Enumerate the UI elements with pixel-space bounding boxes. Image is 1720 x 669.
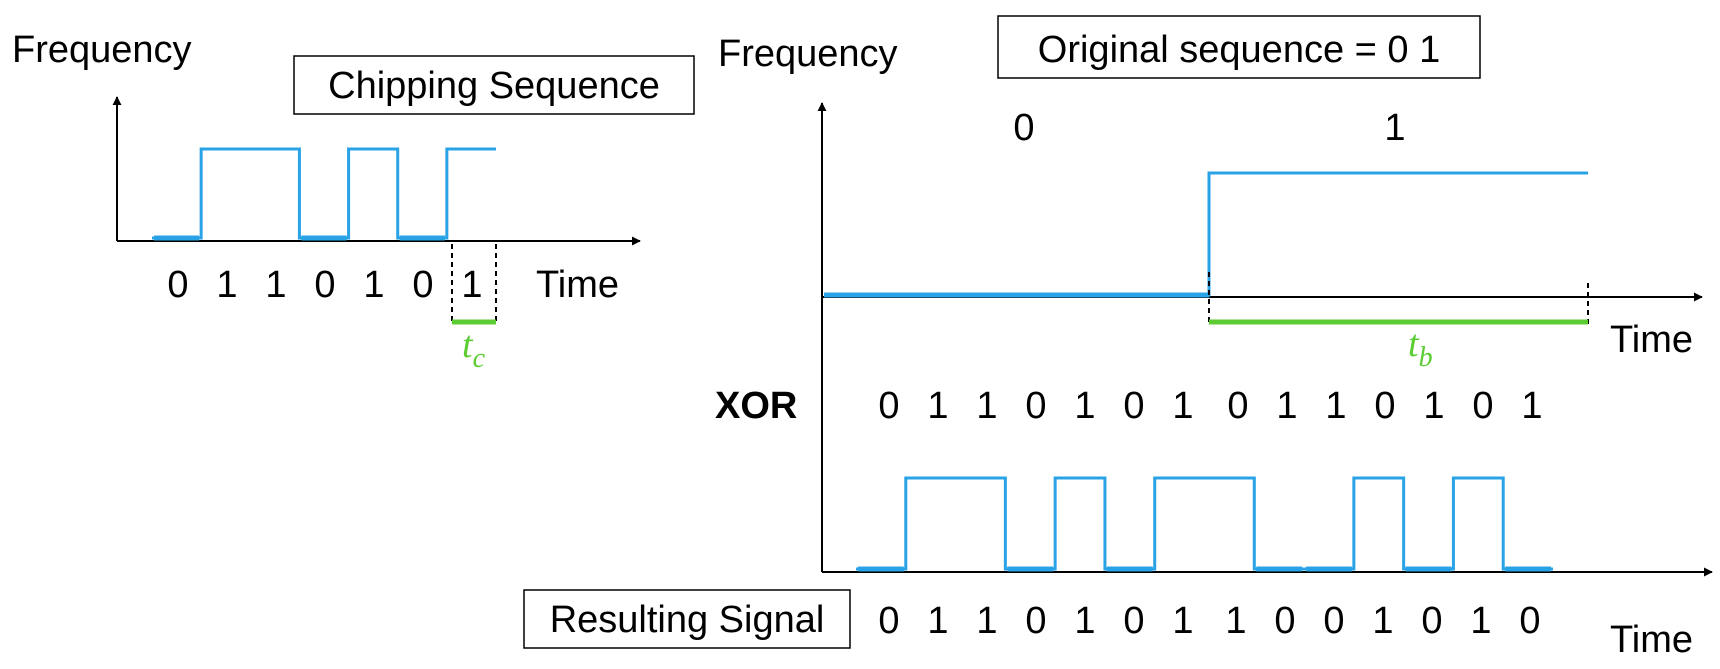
- xor-bit-label: 1: [1276, 385, 1297, 427]
- chip-bit-label: 0: [167, 264, 188, 306]
- xor-bit-label: 1: [1325, 385, 1346, 427]
- result-bit-label: 1: [1470, 600, 1491, 642]
- result-bit-label: 1: [1172, 600, 1193, 642]
- bit-duration-label: tb: [1408, 323, 1433, 373]
- xor-bit-label: 1: [1074, 385, 1095, 427]
- xor-bit-label: 0: [1025, 385, 1046, 427]
- original-bit-label: 1: [1384, 107, 1405, 149]
- chip-bit-label: 1: [461, 264, 482, 306]
- chip-bit-label: 0: [412, 264, 433, 306]
- result-bit-label: 1: [1074, 600, 1095, 642]
- result-signal-wave: [856, 476, 1553, 571]
- original-signal-wave: [824, 171, 1588, 297]
- result-bit-label: 0: [1519, 600, 1540, 642]
- xor-bit-label: 0: [878, 385, 899, 427]
- result-time-label: Time: [1610, 619, 1693, 661]
- xor-bit-label: 1: [1521, 385, 1542, 427]
- chipping-sequence-box: [293, 55, 695, 115]
- original-sequence-title: Original sequence = 0 1: [1038, 29, 1440, 71]
- result-bit-label: 1: [1372, 600, 1393, 642]
- resulting-signal-title: Resulting Signal: [550, 599, 825, 641]
- chip-bit-label: 1: [363, 264, 384, 306]
- xor-bit-label: 0: [1123, 385, 1144, 427]
- chip-bit-label: 0: [314, 264, 335, 306]
- xor-bit-label: 0: [1472, 385, 1493, 427]
- chipping-signal-wave: [152, 147, 496, 240]
- chip-duration-label: tc: [462, 324, 486, 374]
- original-bit-label: 0: [1013, 107, 1034, 149]
- original-frequency-label: Frequency: [718, 33, 898, 75]
- result-bit-label: 0: [1323, 600, 1344, 642]
- chipping-frequency-label: Frequency: [12, 29, 192, 71]
- original-sequence-box: [997, 15, 1481, 79]
- xor-bit-label: 1: [976, 385, 997, 427]
- result-bit-label: 1: [927, 600, 948, 642]
- xor-bit-label: 0: [1374, 385, 1395, 427]
- original-time-label: Time: [1610, 319, 1693, 361]
- result-bit-label: 0: [878, 600, 899, 642]
- result-bit-label: 1: [1225, 600, 1246, 642]
- result-bit-label: 1: [976, 600, 997, 642]
- result-bit-label: 0: [1123, 600, 1144, 642]
- xor-label: XOR: [715, 385, 797, 427]
- resulting-signal-box: [523, 589, 851, 649]
- chipping-time-label: Time: [536, 264, 619, 306]
- xor-bit-label: 0: [1227, 385, 1248, 427]
- result-bit-label: 0: [1274, 600, 1295, 642]
- xor-bit-label: 1: [927, 385, 948, 427]
- chip-bit-label: 1: [265, 264, 286, 306]
- chip-bit-label: 1: [216, 264, 237, 306]
- result-bit-label: 0: [1421, 600, 1442, 642]
- xor-bit-label: 1: [1172, 385, 1193, 427]
- xor-bit-label: 1: [1423, 385, 1444, 427]
- chipping-sequence-title: Chipping Sequence: [328, 65, 660, 107]
- result-bit-label: 0: [1025, 600, 1046, 642]
